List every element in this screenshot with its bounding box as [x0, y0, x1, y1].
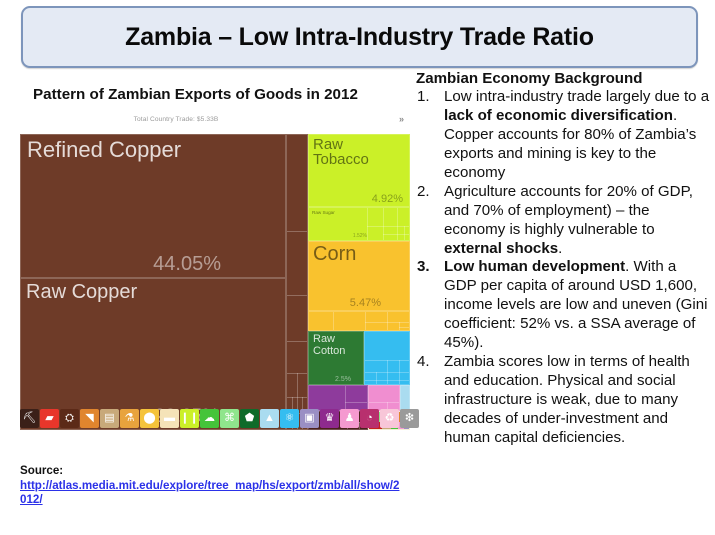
treemap-cell-group-other-cereals[interactable] — [308, 311, 410, 331]
point-span: . — [558, 239, 563, 257]
treemap-cell-label-line2: Tobacco — [313, 151, 369, 169]
treemap-cell-label: Refined Copper — [27, 137, 182, 162]
point-span: Agriculture accounts for 20% of GDP, and… — [444, 182, 693, 238]
treemap-cell-pct: 4.92% — [371, 193, 403, 205]
treemap-cell-group-other-copper[interactable] — [286, 134, 308, 430]
background-point: 2. Agriculture accounts for 20% of GDP, a… — [414, 183, 710, 259]
background-point: 3. Low human development. With a GDP per … — [414, 258, 710, 353]
treemap-cell-pct: 2.5% — [335, 376, 351, 383]
textiles-icon[interactable]: ⬟ — [240, 409, 259, 428]
treemap-cell-label: Raw Sugar — [312, 210, 335, 215]
point-text: Zambia scores low in terms of health and… — [444, 353, 690, 446]
point-span: . Copper accounts for 80% of Zambia’s ex… — [444, 106, 697, 181]
transportation-icon[interactable]: ▲ — [260, 409, 279, 428]
treemap-subdivision-lines — [369, 386, 399, 410]
expand-chevron-icon[interactable]: » — [398, 114, 404, 124]
point-number: 1. — [417, 88, 430, 105]
services-icon[interactable]: ♻ — [380, 409, 399, 428]
treemap-subdivision-lines — [287, 135, 307, 429]
other-icon[interactable]: ❇ — [400, 409, 419, 428]
treemap-cell-raw-sugar[interactable]: Raw Sugar 1.52% — [308, 207, 410, 241]
treemap-cell-label-line1: Raw — [313, 333, 336, 345]
point-number: 3. — [417, 258, 430, 276]
point-number: 4. — [417, 353, 430, 371]
point-emphasis: lack of economic diversification — [444, 106, 673, 124]
point-text: Low intra-industry trade largely due to … — [444, 88, 709, 181]
right-panel: Zambian Economy Background 1. Low intra-i… — [414, 70, 710, 535]
category-legend-icons[interactable]: ⛏ ▰ ⛭ ◥ ▤ ⚗ ⬤ ▬ ❙❙ ☁ ⌘ ⬟ ▲ ⚛ ▣ ♛ ♟ ◔ ♻ ❇ — [20, 409, 419, 429]
chart-title: Pattern of Zambian Exports of Goods in 2… — [33, 86, 358, 103]
background-point: 4. Zambia scores low in terms of health a… — [414, 353, 710, 448]
precious-metals-icon[interactable]: ♛ — [320, 409, 339, 428]
vegetables-icon[interactable]: ⬤ — [140, 409, 159, 428]
point-span: Low intra-industry trade largely due to … — [444, 88, 710, 105]
treemap-cell-group-plastics[interactable] — [368, 385, 400, 411]
metals-icon[interactable]: ▰ — [40, 409, 59, 428]
treemap-cell-raw-copper[interactable]: Raw Copper 28.65% — [20, 278, 286, 430]
treemap-cell-group-precious-metals[interactable] — [308, 385, 368, 411]
treemap-cell-label: Raw Copper — [26, 281, 138, 303]
machinery-icon[interactable]: ⛭ — [60, 409, 79, 428]
arts-icon[interactable]: ◔ — [360, 409, 379, 428]
treemap-subdivision-lines — [309, 386, 367, 410]
foodstuffs-icon[interactable]: ❙❙ — [180, 409, 199, 428]
animal-products-icon[interactable]: ▬ — [160, 409, 179, 428]
left-panel: Pattern of Zambian Exports of Goods in 2… — [0, 64, 419, 535]
treemap-cell-pct: 1.52% — [352, 233, 367, 239]
paper-goods-icon[interactable]: ▤ — [100, 409, 119, 428]
point-number: 2. — [417, 182, 430, 200]
electronics-icon[interactable]: ⚛ — [280, 409, 299, 428]
treemap-cell-corn[interactable]: Corn 5.47% — [308, 241, 410, 311]
page-title: Zambia – Low Intra-Industry Trade Ratio — [125, 22, 594, 51]
treemap-cell-label-line1: Raw — [313, 136, 344, 153]
treemap-cell-raw-tobacco[interactable]: Raw Tobacco 4.92% — [308, 134, 410, 207]
treemap-subdivision-lines — [309, 312, 409, 330]
treemap-subdivision-lines — [309, 208, 409, 240]
source-label: Source: — [20, 464, 64, 477]
plastics-icon[interactable]: ♟ — [340, 409, 359, 428]
background-point: 1. Low intra-industry trade largely due t… — [414, 88, 710, 183]
treemap[interactable]: Refined Copper 44.05% Raw Copper 28.65% — [20, 134, 410, 430]
treemap-cell-pct: 5.47% — [349, 297, 381, 309]
source-note: Source: http://atlas.media.mit.edu/explo… — [20, 464, 405, 508]
treemap-cell-label: Raw Cotton — [313, 333, 360, 357]
treemap-cell-label-line2: Cotton — [313, 344, 346, 357]
treemap-subdivision-lines — [365, 332, 409, 384]
slide-title-bar: Zambia – Low Intra-Industry Trade Ratio — [21, 6, 698, 68]
instruments-icon[interactable]: ▣ — [300, 409, 319, 428]
point-emphasis: external shocks — [444, 239, 559, 257]
treemap-cell-group-transport[interactable] — [400, 385, 410, 411]
minerals-icon[interactable]: ⛏ — [20, 409, 39, 428]
treemap-cell-refined-copper[interactable]: Refined Copper 44.05% — [20, 134, 286, 278]
point-text: Low human development. With a GDP per ca… — [444, 258, 707, 351]
treemap-cell-raw-cotton[interactable]: Raw Cotton 2.5% — [308, 331, 364, 385]
right-panel-heading: Zambian Economy Background — [416, 70, 643, 87]
source-link[interactable]: http://atlas.media.mit.edu/explore/tree_… — [20, 478, 400, 507]
background-points-list: 1. Low intra-industry trade largely due t… — [414, 88, 710, 448]
point-emphasis: Low human development — [444, 258, 626, 276]
chemicals-icon[interactable]: ⚗ — [120, 409, 139, 428]
treemap-cell-group-electronics[interactable] — [364, 331, 410, 385]
treemap-cell-pct: 44.05% — [153, 253, 221, 275]
footwear-icon[interactable]: ☁ — [200, 409, 219, 428]
stone-glass-icon[interactable]: ◥ — [80, 409, 99, 428]
treemap-cell-label: Raw Tobacco — [313, 137, 406, 168]
point-span: Zambia scores low in terms of health and… — [444, 353, 690, 446]
total-country-trade-label: Total Country Trade: $5.33B — [133, 116, 219, 123]
treemap-widget: Total Country Trade: $5.33B » Refined Co… — [20, 113, 410, 493]
wood-icon[interactable]: ⌘ — [220, 409, 239, 428]
point-text: Agriculture accounts for 20% of GDP, and… — [444, 183, 693, 257]
point-span: . With a GDP per capita of around USD 1,… — [444, 258, 708, 352]
treemap-header: Total Country Trade: $5.33B » — [20, 113, 410, 134]
treemap-cell-label: Corn — [313, 243, 357, 265]
